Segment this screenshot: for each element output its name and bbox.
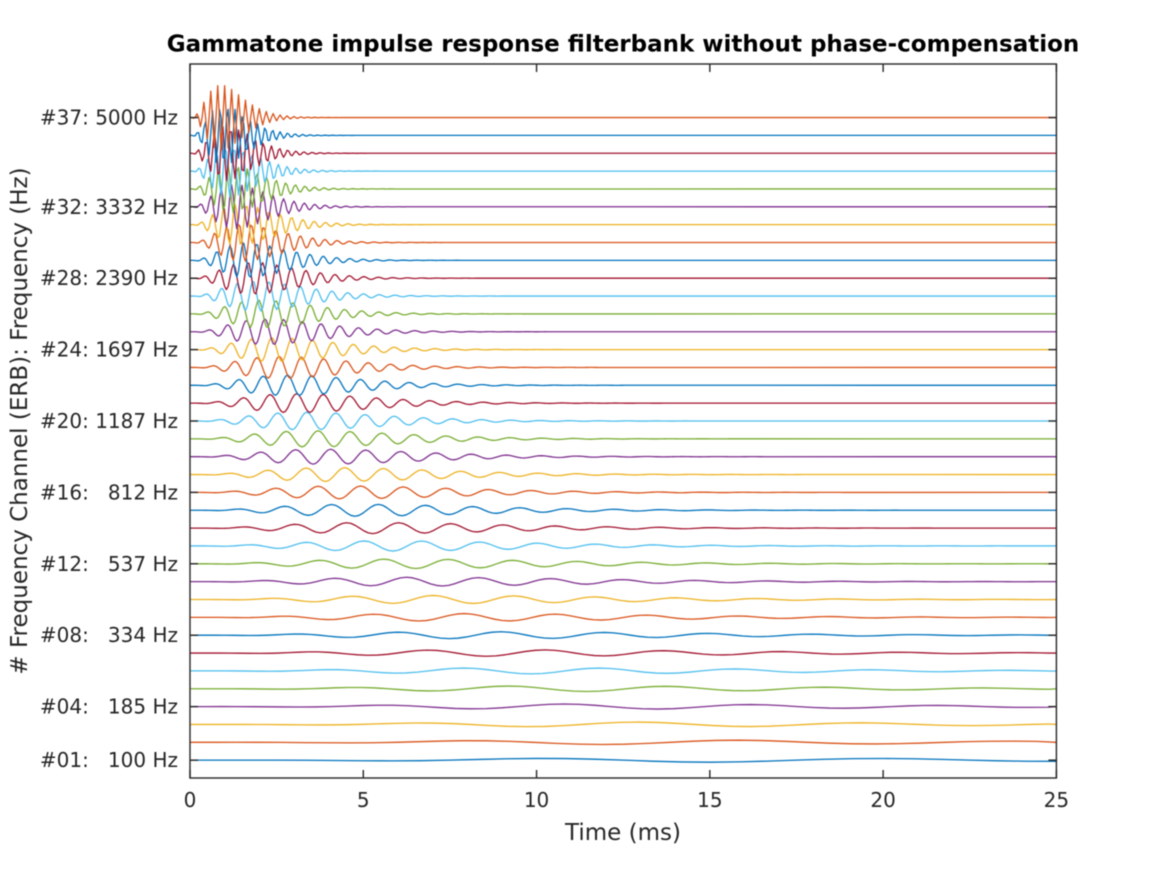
y-tick-label: #08: 334 Hz <box>40 623 178 647</box>
series-channel-29 <box>190 242 1057 278</box>
chart-title: Gammatone impulse response filterbank wi… <box>167 32 1080 58</box>
series-channel-25 <box>190 318 1057 345</box>
y-tick-label: #37: 5000 Hz <box>40 106 178 130</box>
x-tick-label: 5 <box>357 788 370 812</box>
x-tick-label: 25 <box>1044 788 1069 812</box>
series-channel-21 <box>190 392 1057 414</box>
x-tick-label: 0 <box>184 788 197 812</box>
series-channel-34 <box>189 148 1057 198</box>
series-channel-31 <box>189 203 1057 245</box>
series-channel-30 <box>190 223 1057 262</box>
series-channel-28 <box>190 262 1057 295</box>
series-channel-04 <box>190 703 1057 710</box>
series-layer <box>189 84 1058 763</box>
y-tick-label: #01: 100 Hz <box>40 748 178 772</box>
series-channel-20 <box>190 411 1057 431</box>
y-tick-label: #16: 812 Hz <box>40 480 178 504</box>
series-channel-22 <box>190 374 1057 397</box>
axes-layer: 0 5 10 15 20 25 #01: 100 Hz #04: 185 Hz #08: 334… <box>40 63 1069 812</box>
series-channel-16 <box>190 485 1057 500</box>
x-tick-label: 15 <box>697 788 722 812</box>
y-tick-label: #24: 1697 Hz <box>40 338 178 362</box>
series-channel-11 <box>190 576 1057 587</box>
series-channel-18 <box>190 448 1057 465</box>
x-tick-label: 10 <box>524 788 549 812</box>
series-channel-32 <box>189 184 1057 230</box>
series-channel-14 <box>190 522 1057 535</box>
series-channel-35 <box>189 126 1057 182</box>
x-tick-label: 20 <box>870 788 895 812</box>
series-channel-17 <box>190 466 1057 483</box>
series-channel-26 <box>190 299 1057 328</box>
y-tick-label: #20: 1187 Hz <box>40 409 178 433</box>
series-channel-02 <box>190 739 1057 746</box>
series-channel-12 <box>190 558 1057 570</box>
series-channel-37 <box>190 84 1057 151</box>
series-channel-27 <box>190 281 1057 312</box>
series-channel-19 <box>190 430 1057 448</box>
series-channel-09 <box>190 612 1057 622</box>
series-channel-05 <box>190 685 1057 693</box>
x-axis-label: Time (ms) <box>564 820 681 846</box>
series-channel-24 <box>190 337 1057 363</box>
y-tick-label: #12: 537 Hz <box>40 552 178 576</box>
series-channel-33 <box>189 164 1057 214</box>
series-channel-08 <box>190 631 1057 640</box>
y-axis-label: # Frequency Channel (ERB): Frequency (Hz… <box>7 167 33 674</box>
y-tick-label: #32: 3332 Hz <box>40 195 178 219</box>
series-channel-03 <box>190 721 1057 728</box>
series-channel-13 <box>190 540 1057 552</box>
y-tick-label: #28: 2390 Hz <box>40 266 178 290</box>
series-channel-07 <box>190 649 1057 657</box>
series-channel-06 <box>190 667 1057 675</box>
y-tick-label: #04: 185 Hz <box>40 695 178 719</box>
series-channel-01 <box>190 757 1058 763</box>
series-channel-10 <box>190 594 1057 605</box>
series-channel-36 <box>190 108 1057 164</box>
series-channel-23 <box>190 355 1057 380</box>
series-channel-15 <box>190 503 1057 517</box>
